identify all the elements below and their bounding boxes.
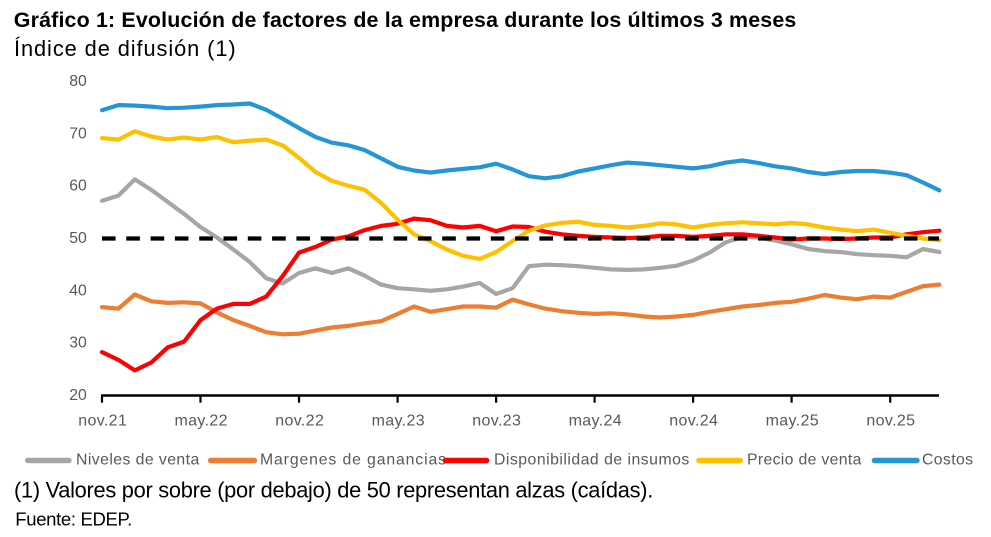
svg-text:Fuente: EDEP.: Fuente: EDEP. bbox=[15, 509, 132, 530]
svg-text:may.22: may.22 bbox=[174, 413, 227, 430]
svg-text:may.24: may.24 bbox=[569, 413, 622, 430]
svg-text:Precio de venta: Precio de venta bbox=[747, 452, 862, 469]
svg-text:nov.24: nov.24 bbox=[669, 413, 718, 430]
svg-text:nov.22: nov.22 bbox=[275, 413, 324, 430]
svg-text:Gráfico 1: Evolución de factor: Gráfico 1: Evolución de factores de la e… bbox=[14, 8, 797, 32]
svg-text:Niveles de venta: Niveles de venta bbox=[76, 452, 200, 469]
svg-text:Costos: Costos bbox=[922, 452, 973, 469]
svg-text:30: 30 bbox=[69, 335, 87, 352]
svg-text:Disponibilidad de insumos: Disponibilidad de insumos bbox=[494, 452, 690, 469]
svg-text:40: 40 bbox=[69, 282, 87, 299]
svg-text:20: 20 bbox=[69, 387, 87, 404]
svg-text:Margenes de ganancias: Margenes de ganancias bbox=[260, 452, 447, 469]
svg-text:70: 70 bbox=[69, 125, 87, 142]
svg-text:nov.21: nov.21 bbox=[78, 413, 127, 430]
svg-text:nov.23: nov.23 bbox=[472, 413, 521, 430]
svg-text:80: 80 bbox=[69, 73, 87, 90]
svg-text:may.25: may.25 bbox=[766, 413, 819, 430]
svg-text:50: 50 bbox=[69, 230, 87, 247]
svg-text:may.23: may.23 bbox=[372, 413, 425, 430]
svg-text:Índice de difusión (1): Índice de difusión (1) bbox=[14, 36, 237, 61]
svg-text:60: 60 bbox=[69, 178, 87, 195]
svg-text:nov.25: nov.25 bbox=[866, 413, 915, 430]
svg-text:(1) Valores por sobre (por deb: (1) Valores por sobre (por debajo) de 50… bbox=[14, 478, 653, 503]
